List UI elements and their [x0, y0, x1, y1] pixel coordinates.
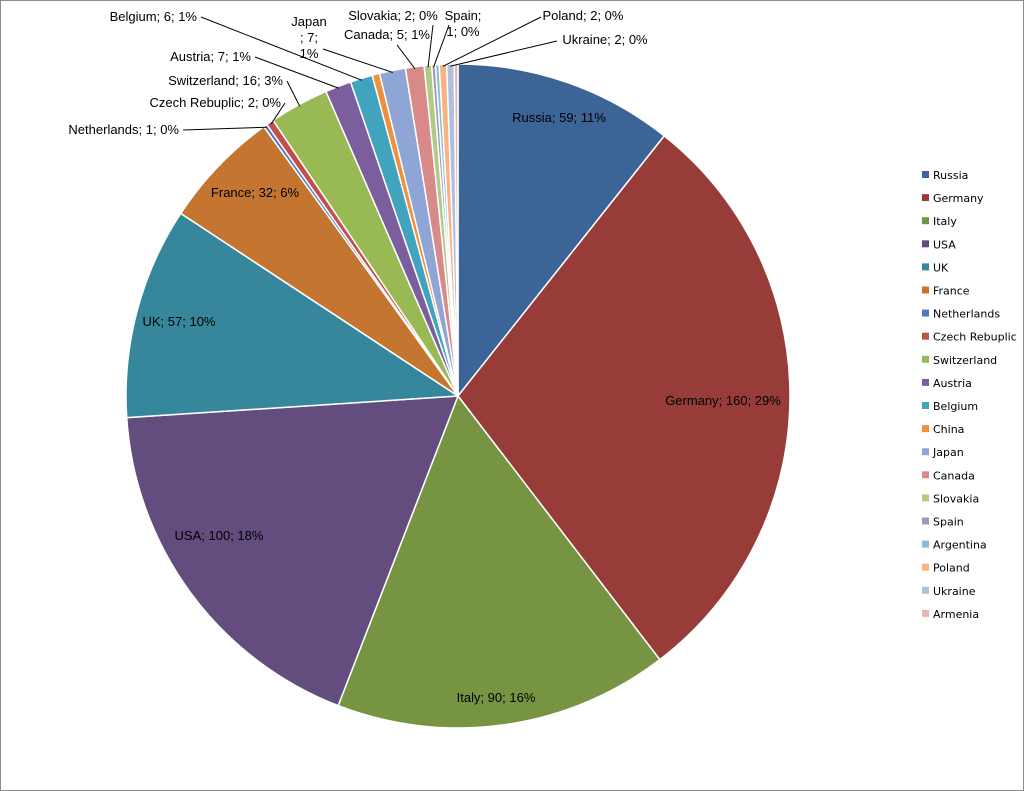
leader-line-switzerland [286, 80, 301, 107]
legend-label-uk: UK [933, 261, 949, 274]
data-label-ukraine: Ukraine; 2; 0% [562, 32, 648, 47]
legend-swatch-ukraine [922, 586, 929, 594]
data-label-switzerland: Switzerland; 16; 3% [168, 73, 283, 88]
leader-line-netherlands [182, 126, 267, 131]
legend-label-slovakia: Slovakia [933, 492, 979, 505]
data-label-germany: Germany; 160; 29% [665, 393, 781, 408]
legend: Russia Germany Italy USA UK France Netherlands… [922, 169, 1017, 621]
pie-slices [125, 63, 791, 729]
legend-label-france: France [933, 285, 970, 298]
legend-label-austria: Austria [933, 377, 972, 390]
data-label-russia: Russia; 59; 11% [512, 110, 606, 125]
data-labels: Russia; 59; 11% Germany; 160; 29% Italy; 9… [68, 8, 781, 705]
legend-swatch-usa [922, 240, 929, 248]
legend-swatch-belgium [922, 402, 929, 409]
legend-swatch-japan [922, 448, 929, 456]
legend-label-china: China [933, 423, 964, 436]
legend-label-ukraine: Ukraine [933, 585, 976, 598]
legend-swatch-czech-rebuplic [922, 332, 929, 340]
legend-label-netherlands: Netherlands [933, 308, 1000, 321]
legend-swatch-germany [922, 194, 929, 202]
data-label-usa: USA; 100; 18% [175, 528, 264, 543]
legend-swatch-russia [922, 171, 929, 178]
legend-label-japan: Japan [932, 446, 964, 459]
legend-swatch-china [922, 425, 929, 433]
legend-label-italy: Italy [933, 215, 957, 228]
legend-swatch-netherlands [922, 309, 929, 317]
data-label-spain: Spain; 1; 0% [445, 8, 482, 39]
legend-label-belgium: Belgium [933, 400, 978, 413]
leader-line-czech-rebuplic [270, 102, 286, 125]
legend-label-poland: Poland [933, 562, 970, 575]
legend-swatch-armenia [922, 609, 929, 617]
data-label-austria: Austria; 7; 1% [170, 49, 251, 64]
legend-swatch-france [922, 286, 929, 294]
data-label-italy: Italy; 90; 16% [457, 690, 536, 705]
pie-slice-germany [457, 135, 791, 661]
leader-lines [182, 16, 558, 131]
legend-label-canada: Canada [933, 469, 975, 482]
legend-label-czech-rebuplic: Czech Rebuplic [933, 331, 1017, 344]
legend-label-spain: Spain [933, 516, 964, 529]
data-label-poland: Poland; 2; 0% [543, 8, 624, 23]
legend-swatch-spain [922, 517, 929, 525]
data-label-canada: Canada; 5; 1% [344, 27, 430, 42]
leader-line-canada [396, 44, 416, 70]
leader-line-austria [254, 56, 340, 89]
data-label-netherlands: Netherlands; 1; 0% [68, 122, 179, 137]
data-label-france: France; 32; 6% [211, 185, 300, 200]
data-label-belgium: Belgium; 6; 1% [110, 9, 198, 24]
legend-swatch-austria [922, 378, 929, 386]
legend-swatch-italy [922, 217, 929, 225]
legend-swatch-slovakia [922, 494, 929, 502]
legend-label-russia: Russia [933, 169, 968, 182]
pie-slice-usa [125, 395, 459, 707]
data-label-czech-rebuplic: Czech Rebuplic; 2; 0% [149, 95, 281, 110]
pie-slice-uk [125, 212, 459, 419]
legend-swatch-poland [922, 563, 929, 571]
data-label-japan: Japan; 7; 1% [291, 14, 326, 61]
legend-swatch-uk [922, 263, 929, 271]
pie-slice-italy [337, 395, 661, 729]
leader-line-slovakia [427, 24, 434, 68]
legend-label-switzerland: Switzerland [933, 354, 997, 367]
data-label-slovakia: Slovakia; 2; 0% [348, 8, 438, 23]
legend-swatch-switzerland [922, 355, 929, 363]
pie-slice-russia [457, 63, 666, 397]
leader-line-ukraine [450, 40, 558, 67]
legend-swatch-argentina [922, 540, 929, 548]
leader-line-spain [433, 24, 450, 68]
leader-line-poland [442, 16, 542, 67]
leader-line-japan [322, 48, 393, 73]
legend-label-argentina: Argentina [933, 539, 987, 552]
legend-swatch-canada [922, 471, 929, 479]
legend-label-germany: Germany [933, 192, 984, 205]
legend-label-usa: USA [933, 238, 956, 251]
leader-line-belgium [200, 16, 363, 81]
data-label-uk: UK; 57; 10% [143, 314, 216, 329]
legend-label-armenia: Armenia [933, 608, 979, 621]
